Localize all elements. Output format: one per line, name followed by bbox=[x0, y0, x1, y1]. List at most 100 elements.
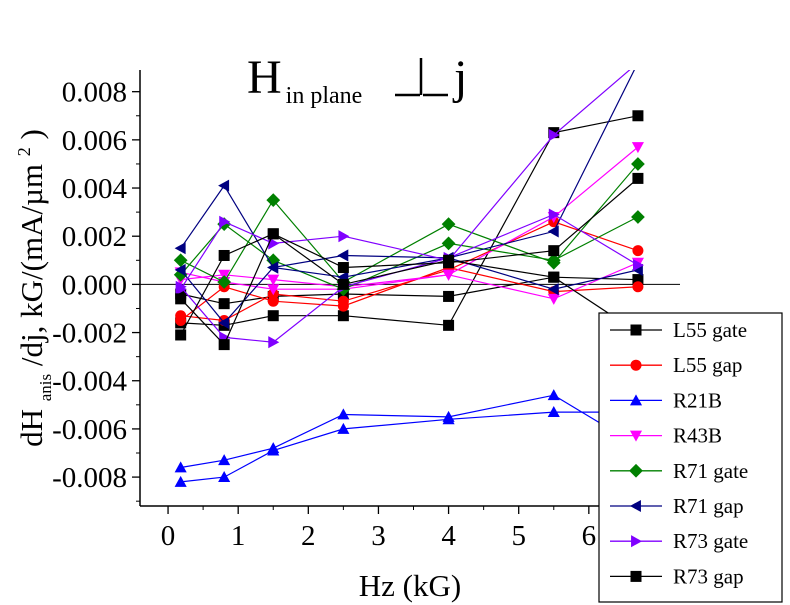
data-point bbox=[632, 274, 644, 286]
data-point bbox=[337, 310, 349, 322]
data-point bbox=[548, 128, 560, 142]
series-line bbox=[180, 232, 639, 346]
x-tick-label: 0 bbox=[161, 520, 176, 552]
data-point bbox=[632, 259, 644, 272]
data-point bbox=[337, 249, 349, 262]
data-point bbox=[631, 157, 645, 171]
y-tick-label: -0.004 bbox=[52, 366, 127, 398]
data-point bbox=[175, 293, 187, 305]
series-line bbox=[180, 394, 639, 469]
legend-label: R21B bbox=[673, 388, 722, 412]
legend-item: R73 gap bbox=[610, 564, 744, 588]
series-line bbox=[180, 213, 639, 343]
y-tick-label: -0.008 bbox=[52, 462, 127, 494]
data-point bbox=[547, 225, 559, 238]
data-point bbox=[218, 249, 230, 261]
y-tick-label: 0.002 bbox=[62, 221, 127, 253]
data-point bbox=[267, 295, 279, 307]
data-point bbox=[548, 208, 560, 221]
data-point bbox=[174, 263, 186, 276]
data-point bbox=[443, 290, 455, 302]
y-label-part-1: anis bbox=[36, 374, 55, 401]
x-tick-label: 1 bbox=[231, 520, 246, 552]
y-label-part-3: 2 bbox=[14, 147, 34, 156]
data-point bbox=[548, 245, 560, 257]
data-point bbox=[218, 298, 230, 310]
y-tick-label: 0.006 bbox=[62, 125, 127, 157]
data-point bbox=[547, 389, 560, 401]
y-axis-label: dH anis /dj, kG/(mA/µm 2 ) bbox=[2, 129, 58, 447]
y-tick-label: 0.000 bbox=[62, 269, 127, 301]
title-subscript: in plane bbox=[286, 83, 363, 109]
y-tick-label: -0.006 bbox=[52, 414, 127, 446]
data-point bbox=[267, 228, 279, 240]
data-point bbox=[443, 319, 455, 331]
data-point bbox=[631, 210, 645, 224]
legend-marker bbox=[630, 324, 642, 336]
data-point bbox=[338, 230, 350, 243]
legend-marker bbox=[629, 394, 643, 406]
series-line bbox=[180, 146, 639, 288]
legend-item: R43B bbox=[610, 424, 722, 448]
legend-item: R21B bbox=[610, 388, 722, 412]
legend-label: L55 gate bbox=[673, 318, 747, 342]
data-point bbox=[267, 274, 280, 286]
data-point bbox=[547, 406, 560, 418]
legend-marker bbox=[630, 570, 642, 582]
data-point bbox=[547, 293, 560, 305]
legend-marker bbox=[631, 535, 643, 548]
data-point bbox=[631, 142, 644, 154]
data-point bbox=[267, 310, 279, 322]
data-point bbox=[337, 300, 349, 312]
series-r43b bbox=[174, 142, 644, 305]
legend-item: R71 gap bbox=[610, 494, 744, 518]
data-point bbox=[441, 236, 456, 251]
series-r73-gate bbox=[175, 57, 644, 349]
x-tick-label: 5 bbox=[511, 520, 526, 552]
legend-item: L55 gap bbox=[610, 353, 742, 377]
data-point bbox=[547, 283, 559, 296]
legend-items: L55 gate L55 gap R21B R43B R71 gate R71 gap R7… bbox=[610, 318, 748, 588]
legend: L55 gate L55 gap R21B R43B R71 gate R71 gap R7… bbox=[598, 312, 783, 603]
y-tick-label: 0.004 bbox=[62, 173, 128, 205]
x-tick-label: 4 bbox=[441, 520, 456, 552]
data-point bbox=[337, 278, 349, 290]
data-point bbox=[267, 444, 280, 456]
data-point bbox=[633, 57, 644, 69]
data-point bbox=[632, 245, 644, 257]
title-tail: j bbox=[452, 51, 467, 104]
data-point bbox=[546, 253, 561, 268]
data-point bbox=[174, 242, 186, 255]
data-point bbox=[219, 215, 231, 228]
tick-labels: 0 1 2 3 4 5 6 -0.008 -0.006 -0.004 -0.002 0.000 0.00… bbox=[52, 77, 596, 552]
data-point bbox=[175, 315, 187, 327]
legend-marker bbox=[629, 499, 641, 513]
data-point bbox=[268, 237, 280, 250]
data-point bbox=[268, 336, 280, 349]
data-point bbox=[266, 193, 281, 207]
y-tick-label: 0.008 bbox=[62, 77, 127, 109]
data-point bbox=[218, 179, 230, 192]
series-line bbox=[180, 411, 638, 483]
data-point bbox=[174, 461, 187, 473]
legend-marker bbox=[629, 430, 643, 442]
legend-box bbox=[598, 312, 783, 603]
chart-title: H in plane bbox=[247, 51, 362, 109]
y-label-part-4: ) bbox=[14, 129, 49, 139]
x-tick-label: 6 bbox=[582, 520, 597, 552]
data-point bbox=[218, 471, 231, 483]
data-point bbox=[173, 253, 188, 268]
data-point bbox=[337, 408, 350, 420]
title-main: H bbox=[247, 51, 282, 104]
data-point bbox=[443, 254, 455, 266]
legend-item: L55 gate bbox=[610, 318, 747, 342]
data-point bbox=[441, 217, 456, 232]
series-layer bbox=[173, 57, 645, 487]
data-point bbox=[175, 329, 187, 341]
x-tick-label: 3 bbox=[371, 520, 386, 552]
series-l55-gap bbox=[175, 216, 644, 327]
x-axis-label: Hz (kG) bbox=[359, 568, 461, 603]
data-point bbox=[267, 261, 279, 274]
y-label-part-2: /dj, kG/(mA/µm bbox=[14, 164, 49, 366]
x-tick-label: 2 bbox=[301, 520, 316, 552]
